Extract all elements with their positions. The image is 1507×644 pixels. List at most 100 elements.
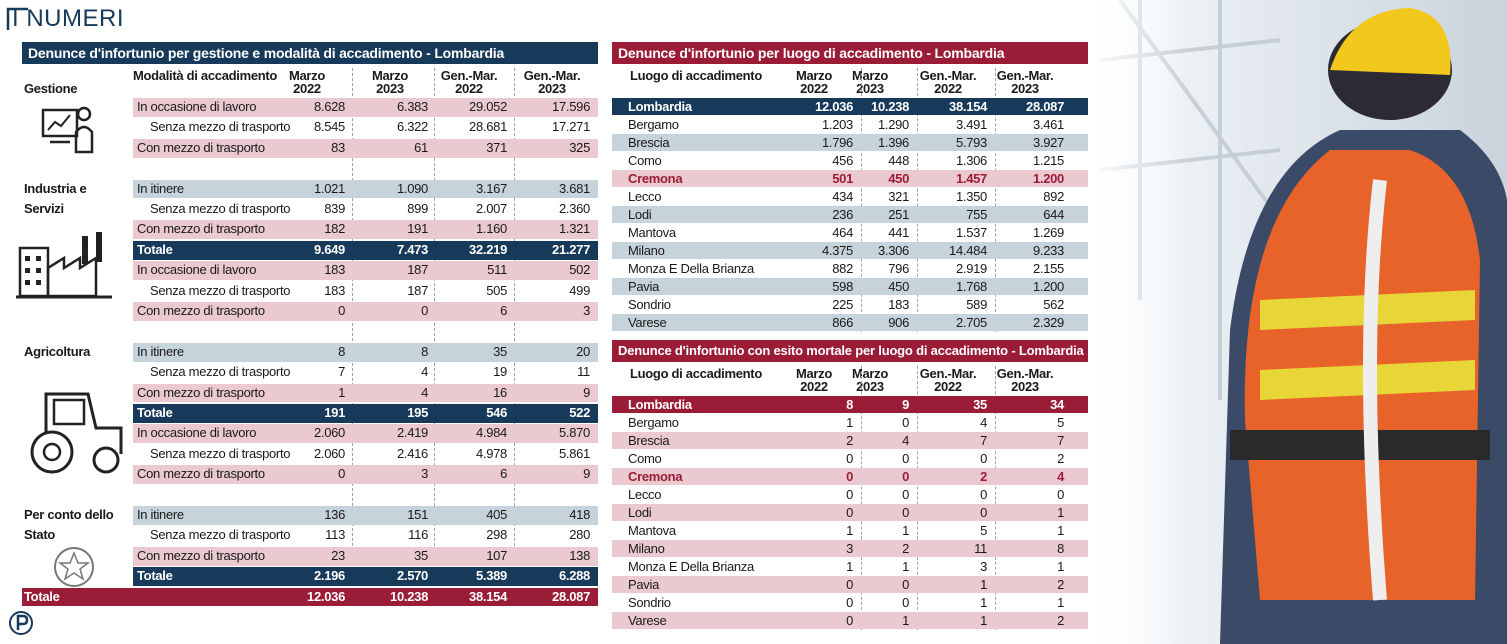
table-title: Denunce d'infortunio con esito mortale p…: [612, 340, 1088, 362]
cell-value: 3.491: [955, 116, 987, 132]
cell-value: 464: [832, 224, 853, 240]
row-label: Con mezzo di trasporto: [137, 221, 265, 237]
icon-tractor: [30, 392, 123, 474]
cell-value: 839: [324, 201, 345, 216]
cell-value: 0: [902, 414, 909, 430]
row-label: In occasione di lavoro: [137, 99, 257, 114]
row-label: Con mezzo di trasporto: [137, 303, 265, 318]
cell-value: 796: [888, 260, 909, 276]
cell-value: 6.288: [558, 568, 590, 584]
table-title: Denunce d'infortunio per gestione e moda…: [22, 42, 598, 64]
cell-value: 1.306: [955, 152, 987, 168]
cell-value: 0: [902, 576, 909, 592]
cell-value: 2: [980, 468, 987, 484]
cell-value: 450: [888, 278, 909, 294]
cell-value: 19: [493, 364, 507, 380]
cell-value: 28.087: [1026, 98, 1064, 114]
row-background: [133, 220, 598, 240]
cell-value: 325: [569, 139, 590, 155]
cell-value: 6: [500, 303, 507, 318]
row-background: [612, 576, 1088, 593]
column-header: Luogo di accadimento: [630, 68, 762, 83]
row-label: Lodi: [628, 504, 652, 520]
row-label: Como: [628, 152, 662, 168]
cell-value: 1: [1057, 504, 1064, 520]
row-background: [133, 506, 598, 525]
cell-value: 866: [832, 314, 853, 330]
column-separator: [861, 366, 862, 630]
cell-value: 191: [407, 221, 428, 237]
cell-value: 0: [980, 486, 987, 502]
cell-value: 3.681: [558, 180, 590, 196]
cell-value: 4.375: [821, 242, 853, 258]
row-background: [133, 424, 598, 444]
cell-value: 1: [1057, 558, 1064, 574]
cell-value: 17.596: [552, 99, 590, 114]
column-header: Gen.-Mar.: [996, 366, 1054, 381]
cell-value: 5.389: [475, 568, 507, 584]
cell-value: 1: [902, 612, 909, 628]
cell-value: 1: [902, 522, 909, 538]
row-label: Senza mezzo di trasporto: [150, 445, 291, 461]
column-header: 2023: [1011, 379, 1039, 394]
cell-value: 183: [888, 296, 909, 312]
cell-value: 3: [846, 540, 853, 556]
header-bracket: [6, 7, 28, 30]
cell-value: 6.322: [396, 119, 428, 135]
cell-value: 9: [902, 396, 909, 412]
row-background: [133, 383, 598, 403]
cell-value: 0: [902, 468, 909, 484]
group-label: Totale: [24, 588, 60, 604]
row-label: Monza E Della Brianza: [628, 260, 754, 276]
column-header: 2022: [934, 379, 962, 394]
column-separator: [352, 68, 353, 606]
cell-value: 1: [338, 384, 345, 400]
cell-value: 2: [902, 540, 909, 556]
row-label: Pavia: [628, 576, 660, 592]
row-background: [612, 98, 1088, 115]
cell-value: 11: [974, 540, 987, 556]
column-header: Marzo: [795, 366, 833, 381]
cell-value: 0: [846, 594, 853, 610]
cell-value: 11: [577, 364, 590, 380]
cell-value: 1.200: [1032, 170, 1064, 186]
cell-value: 2.705: [955, 314, 987, 330]
row-label: Lecco: [628, 188, 662, 204]
cell-value: 4: [421, 364, 428, 380]
cell-value: 35: [973, 396, 987, 412]
cell-value: 0: [846, 468, 853, 484]
cell-value: 3.461: [1032, 116, 1064, 132]
cell-value: 1.396: [877, 134, 909, 150]
row-label: Senza mezzo di trasporto: [150, 364, 291, 380]
group-label: Industria e Servizi: [24, 180, 87, 216]
column-header: Gen.-Mar.: [523, 68, 581, 83]
cell-value: 1.200: [1032, 278, 1064, 294]
cell-value: 418: [569, 507, 590, 522]
cell-value: 3: [980, 558, 987, 574]
column-header: 2023: [1011, 81, 1039, 96]
cell-value: 12.036: [815, 98, 853, 114]
column-separator: [514, 68, 515, 606]
cell-value: 5.870: [558, 425, 590, 441]
cell-value: 151: [407, 507, 428, 522]
cell-value: 1.021: [313, 180, 345, 196]
logo: [9, 611, 33, 635]
cell-value: 28.087: [552, 588, 590, 604]
icon-factory: [16, 232, 112, 299]
row-label: Senza mezzo di trasporto: [150, 282, 291, 298]
row-label: Lombardia: [628, 396, 692, 412]
cell-value: 0: [902, 486, 909, 502]
cell-value: 3.306: [877, 242, 909, 258]
row-background: [612, 432, 1088, 449]
cell-value: 32.219: [469, 241, 507, 257]
cell-value: 1.203: [821, 116, 853, 132]
row-label: Varese: [628, 314, 667, 330]
cell-value: 755: [966, 206, 987, 222]
cell-value: 4: [421, 384, 428, 400]
cell-value: 83: [331, 139, 345, 155]
cell-value: 502: [569, 262, 590, 278]
cell-value: 195: [407, 405, 428, 420]
row-background: [133, 261, 598, 281]
row-background: [612, 612, 1088, 629]
cell-value: 2.416: [396, 445, 428, 461]
